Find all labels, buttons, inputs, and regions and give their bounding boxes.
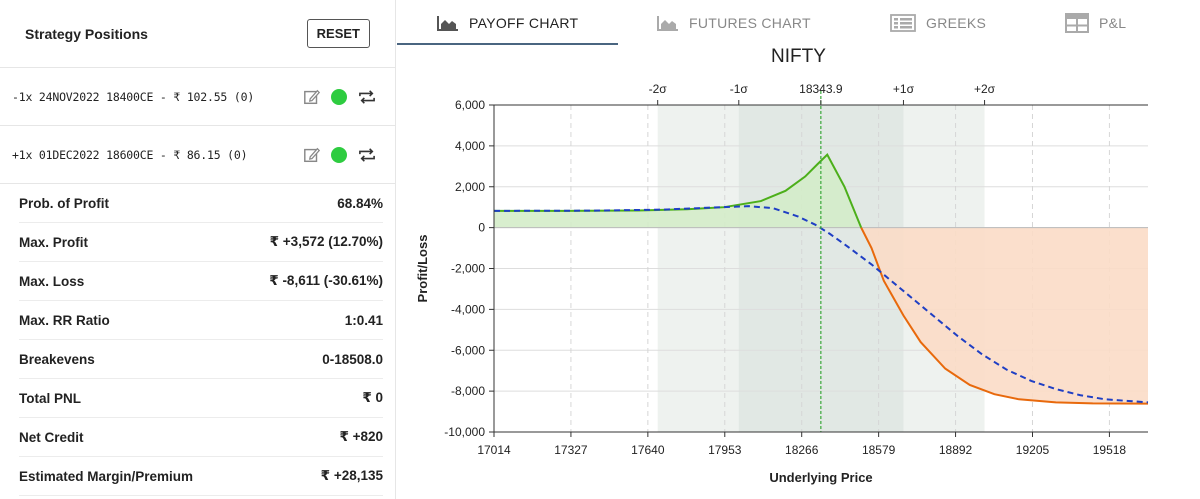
x-tick-label: 17640 bbox=[631, 443, 665, 457]
tab-payoff-chart[interactable]: PAYOFF CHART bbox=[397, 0, 619, 45]
y-tick-label: -10,000 bbox=[444, 425, 485, 439]
target-day-line bbox=[493, 205, 1149, 404]
sigma-label: +2σ bbox=[974, 82, 996, 96]
y-tick-label: -6,000 bbox=[451, 343, 485, 357]
grid-icon bbox=[1065, 12, 1089, 33]
y-tick-label: 6,000 bbox=[455, 98, 485, 112]
leg-description: +1x 01DEC2022 18600CE - ₹ 86.15 (0) bbox=[12, 147, 248, 162]
x-tick-label: 17014 bbox=[477, 443, 511, 457]
swap-icon[interactable] bbox=[357, 147, 377, 163]
status-toggle[interactable] bbox=[331, 146, 347, 163]
profit-area bbox=[494, 154, 862, 228]
y-tick-label: 2,000 bbox=[455, 180, 485, 194]
y-tick-label: -4,000 bbox=[451, 302, 485, 316]
y-tick-label: 4,000 bbox=[455, 139, 485, 153]
x-tick-label: 19518 bbox=[1093, 443, 1127, 457]
sigma-label: +1σ bbox=[893, 82, 915, 96]
x-tick-label: 18579 bbox=[862, 443, 896, 457]
tab-futures-chart[interactable]: FUTURES CHART bbox=[657, 0, 811, 45]
chart-tabs: PAYOFF CHART FUTURES CHART GREEKS P&L bbox=[397, 0, 1200, 45]
y-axis-label: Profit/Loss bbox=[415, 235, 430, 303]
loss-area bbox=[861, 227, 1148, 404]
edit-icon[interactable] bbox=[303, 146, 321, 164]
payoff-chart-area: NIFTY 6,000 4,000 2,000 0 -2,000 -4,000 -6,000… bbox=[397, 45, 1200, 499]
spot-label: 18343.9 bbox=[799, 82, 843, 96]
strategy-title: Strategy Positions bbox=[25, 25, 148, 42]
edit-icon[interactable] bbox=[303, 88, 321, 106]
leg-actions bbox=[303, 88, 377, 106]
y-tick-label: -2,000 bbox=[451, 262, 485, 276]
x-tick-label: 17953 bbox=[708, 443, 742, 457]
stat-row-max-profit: Max. Profit ₹ +3,572 (12.70%) bbox=[19, 223, 383, 262]
leg-row: -1x 24NOV2022 18400CE - ₹ 102.55 (0) bbox=[0, 68, 395, 126]
x-tick-label: 19205 bbox=[1016, 443, 1050, 457]
y-tick-label: 0 bbox=[478, 221, 485, 235]
tab-pnl[interactable]: P&L bbox=[1065, 0, 1126, 45]
payoff-line-loss bbox=[860, 227, 1149, 405]
x-tick-label: 18892 bbox=[939, 443, 973, 457]
stat-row-net-credit: Net Credit ₹ +820 bbox=[19, 418, 383, 457]
stat-row-prob-profit: Prob. of Profit 68.84% bbox=[19, 184, 383, 223]
sigma-label: -1σ bbox=[730, 82, 749, 96]
reset-button[interactable]: RESET bbox=[306, 19, 370, 48]
stat-row-rr-ratio: Max. RR Ratio 1:0.41 bbox=[19, 301, 383, 340]
active-tab-underline bbox=[397, 43, 619, 45]
sigma-label: -2σ bbox=[649, 82, 668, 96]
x-axis-label: Underlying Price bbox=[769, 470, 872, 485]
area-chart-icon bbox=[437, 15, 458, 31]
area-chart-icon bbox=[657, 15, 678, 31]
x-tick-label: 18266 bbox=[785, 443, 819, 457]
stat-row-max-loss: Max. Loss ₹ -8,611 (-30.61%) bbox=[19, 262, 383, 301]
stat-row-total-pnl: Total PNL ₹ 0 bbox=[19, 379, 383, 418]
leg-row: +1x 01DEC2022 18600CE - ₹ 86.15 (0) bbox=[0, 126, 395, 184]
stat-row-breakevens: Breakevens 0-18508.0 bbox=[19, 340, 383, 379]
strategy-panel: Strategy Positions RESET -1x 24NOV2022 1… bbox=[0, 0, 396, 499]
stat-row-margin: Estimated Margin/Premium ₹ +28,135 bbox=[19, 457, 383, 496]
tab-greeks[interactable]: GREEKS bbox=[890, 0, 986, 45]
chart-title: NIFTY bbox=[771, 46, 826, 67]
x-tick-label: 17327 bbox=[554, 443, 588, 457]
status-toggle[interactable] bbox=[331, 88, 347, 105]
leg-actions bbox=[303, 146, 377, 164]
payoff-chart[interactable]: 6,000 4,000 2,000 0 -2,000 -4,000 -6,000 -8,000… bbox=[397, 45, 1200, 499]
strategy-stats: Prob. of Profit 68.84% Max. Profit ₹ +3,57… bbox=[0, 184, 395, 496]
y-tick-label: -8,000 bbox=[451, 384, 485, 398]
list-icon bbox=[890, 13, 916, 32]
strategy-header: Strategy Positions RESET bbox=[0, 0, 395, 68]
swap-icon[interactable] bbox=[357, 89, 377, 105]
leg-description: -1x 24NOV2022 18400CE - ₹ 102.55 (0) bbox=[12, 89, 255, 104]
